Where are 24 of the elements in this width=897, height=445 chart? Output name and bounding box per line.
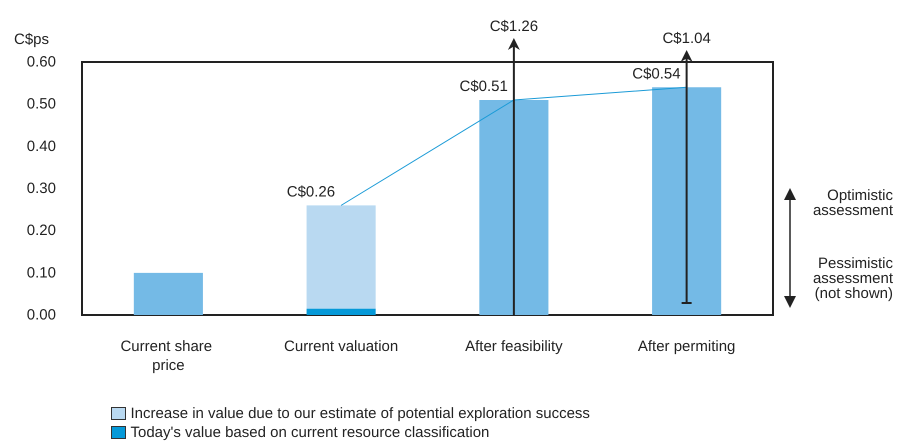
total-label: C$0.51 [460,78,508,95]
bar [306,308,376,315]
bar [306,205,376,309]
y-axis-title: C$ps [14,31,50,48]
total-label: C$0.54 [632,65,681,82]
y-tick-label: 0.00 [26,306,56,324]
x-tick-label: After feasibility [465,338,564,355]
x-tick-label: Current valuation [284,338,398,355]
y-tick-label: 0.60 [26,54,56,70]
bar [134,272,203,315]
legend-label: Today's value based on current resource classification [130,424,490,441]
x-tick-label: Current share price [120,338,216,374]
text: C$1.26 [490,18,538,35]
y-tick-label: 0.20 [26,222,56,240]
x-tick-label: After permiting [638,338,736,355]
text: Optimistic assessment [812,187,894,219]
total-label: C$0.26 [286,183,336,200]
legend-label: Increase in value due to our estimate of potential exploration success [130,405,590,422]
text: Pessimistic assessment (not shown) [812,255,894,302]
text: C$1.04 [662,30,711,47]
y-tick-label: 0.50 [26,96,56,113]
y-tick-label: 0.30 [26,180,56,197]
y-tick-label: 0.10 [26,264,56,282]
y-tick-label: 0.40 [26,138,56,155]
